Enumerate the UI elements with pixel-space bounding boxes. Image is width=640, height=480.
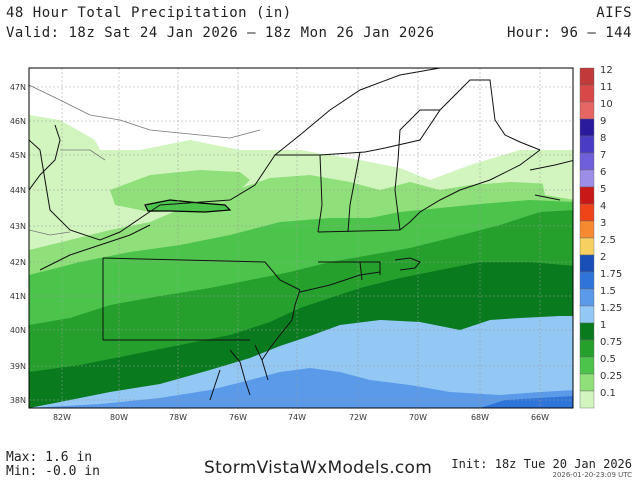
vt-nh — [317, 151, 361, 233]
init-time: Init: 18z Tue 20 Jan 2026 — [451, 457, 632, 471]
st-lawrence — [274, 68, 441, 156]
legend-swatch — [579, 322, 595, 341]
lake-huron — [29, 124, 61, 191]
legend-label: 2 — [600, 252, 606, 263]
precip-band-1.75 — [480, 396, 573, 408]
legend-swatch — [579, 101, 595, 120]
precip-band-1.25 — [29, 316, 573, 408]
lake-erie — [39, 224, 151, 271]
legend-swatch — [579, 220, 595, 239]
lat-label: 46N — [10, 117, 26, 126]
min-value: Min: -0.0 in — [6, 464, 100, 479]
chesapeake — [209, 349, 251, 401]
lat-label: 41N — [10, 292, 26, 301]
legend-swatch — [579, 135, 595, 154]
lon-label: 82W — [53, 413, 71, 422]
county-lines — [29, 84, 261, 236]
lat-label: 45N — [10, 151, 26, 160]
legend-label: 0.5 — [600, 354, 616, 365]
nj-coast — [261, 289, 301, 361]
legend-label: 1.75 — [600, 269, 622, 280]
legend-swatch — [579, 84, 595, 103]
lon-label: 70W — [409, 413, 427, 422]
legend-label: 0.1 — [600, 388, 616, 399]
legend-label: 1.5 — [600, 286, 616, 297]
lat-label: 43N — [10, 222, 26, 231]
lat-label: 39N — [10, 362, 26, 371]
legend-swatch — [579, 373, 595, 392]
legend-label: 11 — [600, 82, 613, 93]
legend-swatch — [579, 271, 595, 290]
delmarva — [254, 344, 269, 381]
nova-scotia — [529, 159, 573, 201]
legend-swatch — [579, 67, 595, 86]
ny-pa-border — [102, 257, 301, 291]
legend-label: 1 — [600, 320, 606, 331]
lon-label: 80W — [110, 413, 128, 422]
legend-label: 9 — [600, 116, 606, 127]
legend-label: 10 — [600, 99, 613, 110]
lat-label: 44N — [10, 186, 26, 195]
lat-axis: 47N 46N 45N 44N 43N 42N 41N 40N 39N 38N — [10, 83, 26, 405]
legend-label: 5 — [600, 184, 606, 195]
boundaries — [29, 68, 573, 401]
lat-label: 47N — [10, 83, 26, 92]
legend-swatch — [579, 237, 595, 256]
graticule — [29, 68, 573, 408]
lon-label: 72W — [349, 413, 367, 422]
lon-axis: 82W 80W 78W 76W 74W 72W 70W 68W 66W — [53, 413, 549, 422]
legend-label: 4 — [600, 201, 606, 212]
maine-nh-border — [394, 109, 440, 231]
legend-swatch — [579, 305, 595, 324]
legend-label: 0.75 — [600, 337, 622, 348]
generated-timestamp: 2026-01-20-23:09 UTC — [552, 471, 632, 479]
brand-link[interactable]: StormVistaWxModels.com — [204, 458, 433, 478]
legend-swatch — [579, 118, 595, 137]
legend-swatch — [579, 254, 595, 273]
cape-cod — [394, 257, 421, 271]
lat-label: 38N — [10, 396, 26, 405]
legend-label: 7 — [600, 150, 606, 161]
legend-label: 0.25 — [600, 371, 622, 382]
precip-band-0.1-north — [29, 115, 105, 175]
precip-field — [29, 68, 573, 408]
mass-border — [317, 229, 401, 275]
legend-swatch — [579, 339, 595, 358]
legend-swatch — [579, 356, 595, 375]
legend-swatch — [579, 152, 595, 171]
color-legend: 12 11 10 9 8 7 6 5 4 3 2.5 2 1.75 1.5 1.25 1 0.75 0.5 0.25… — [579, 65, 622, 409]
map-frame — [28, 67, 574, 409]
lon-label: 78W — [169, 413, 187, 422]
long-island — [299, 271, 381, 293]
lake-ontario-precip — [144, 199, 232, 213]
legend-label: 12 — [600, 65, 613, 76]
precip-patch-nova-scotia — [540, 165, 573, 200]
legend-swatch — [579, 390, 595, 409]
legend-swatch — [579, 169, 595, 188]
lon-label: 74W — [288, 413, 306, 422]
precip-band-1.5 — [29, 368, 573, 408]
lon-label: 76W — [229, 413, 247, 422]
chart-title: 48 Hour Total Precipitation (in) — [6, 5, 292, 21]
legend-label: 2.5 — [600, 235, 616, 246]
legend-swatch — [579, 203, 595, 222]
legend-label: 8 — [600, 133, 606, 144]
lon-label: 66W — [531, 413, 549, 422]
legend-swatch — [579, 186, 595, 205]
legend-label: 6 — [600, 167, 606, 178]
legend-label: 1.25 — [600, 303, 622, 314]
legend-label: 3 — [600, 218, 606, 229]
max-value: Max: 1.6 in — [6, 450, 93, 465]
ct-ri — [359, 261, 363, 281]
lat-label: 42N — [10, 258, 26, 267]
maine-coast — [399, 149, 541, 231]
lon-label: 68W — [471, 413, 489, 422]
legend-swatch — [579, 288, 595, 307]
lat-label: 40N — [10, 326, 26, 335]
model-name: AIFS — [596, 5, 632, 21]
valid-period: Valid: 18z Sat 24 Jan 2026 – 18z Mon 26 … — [6, 25, 435, 41]
forecast-hours: Hour: 96 – 144 — [506, 25, 632, 41]
